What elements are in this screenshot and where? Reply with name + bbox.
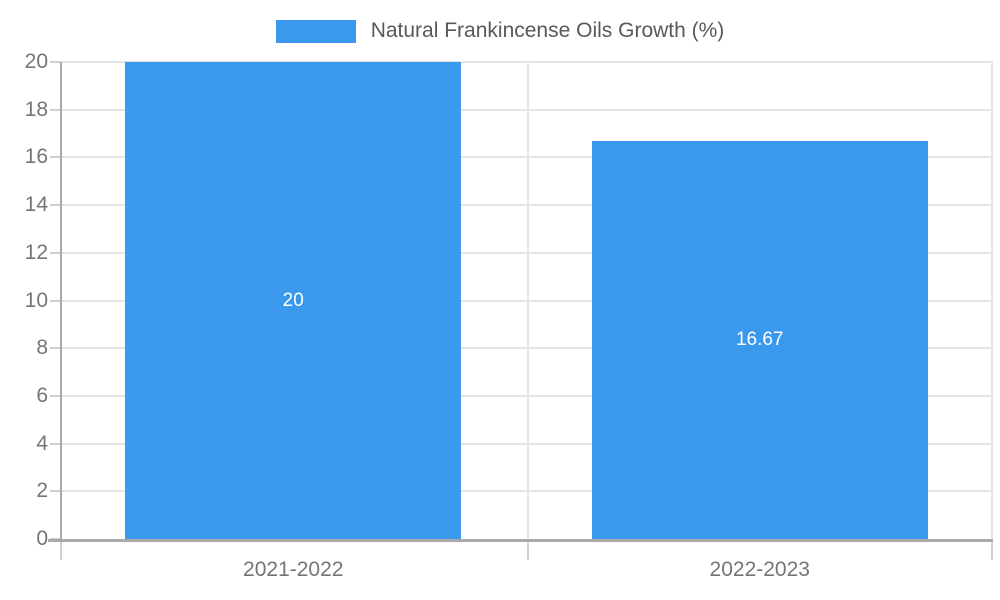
y-axis-line xyxy=(60,62,62,539)
y-gridline xyxy=(60,251,993,254)
y-tick xyxy=(50,108,60,111)
y-tick-label: 0 xyxy=(36,527,48,550)
y-gridline xyxy=(60,442,993,445)
x-category-label: 2022-2023 xyxy=(709,558,810,581)
y-tick-label: 16 xyxy=(24,145,48,169)
y-gridline xyxy=(60,61,993,63)
y-tick-label: 6 xyxy=(36,383,48,407)
x-tick xyxy=(991,539,993,560)
plot-area: 0 2 4 6 8 10 12 14 16 18 20 20 2021-2022 16.67 2022-20… xyxy=(25,50,993,581)
y-gridline xyxy=(60,156,993,159)
y-tick-label: 2 xyxy=(36,479,48,503)
y-tick xyxy=(50,394,60,397)
y-tick xyxy=(50,204,60,207)
legend[interactable]: Natural Frankincense Oils Growth (%) xyxy=(0,18,1000,44)
bar[interactable] xyxy=(591,141,928,539)
y-gridline xyxy=(60,204,993,207)
y-tick-label: 8 xyxy=(36,336,48,360)
y-tick xyxy=(50,299,60,302)
y-tick-label: 14 xyxy=(24,193,48,217)
x-tick xyxy=(60,539,62,560)
category-separator xyxy=(527,62,529,539)
y-tick-label: 10 xyxy=(24,288,48,312)
y-tick-label: 4 xyxy=(36,431,48,455)
y-tick xyxy=(50,347,60,350)
legend-label: Natural Frankincense Oils Growth (%) xyxy=(370,19,725,42)
bar-value-label: 20 xyxy=(282,289,304,311)
y-tick xyxy=(50,442,60,445)
y-tick-label: 20 xyxy=(24,50,48,73)
category-separator xyxy=(991,62,993,539)
y-tick xyxy=(50,61,60,63)
y-gridline xyxy=(60,347,993,350)
legend-swatch xyxy=(275,19,356,43)
x-category-label: 2021-2022 xyxy=(243,558,344,581)
y-gridline xyxy=(60,490,993,493)
x-tick xyxy=(527,539,529,560)
y-tick xyxy=(50,251,60,254)
bar-value-label: 16.67 xyxy=(735,329,784,351)
bar[interactable] xyxy=(125,62,462,539)
y-tick xyxy=(50,490,60,493)
y-tick-label: 12 xyxy=(24,240,48,264)
y-tick-label: 18 xyxy=(24,97,48,121)
y-gridline xyxy=(60,394,993,397)
y-gridline xyxy=(60,108,993,111)
y-tick xyxy=(50,156,60,159)
y-gridline xyxy=(60,299,993,302)
x-axis-line xyxy=(48,539,993,542)
